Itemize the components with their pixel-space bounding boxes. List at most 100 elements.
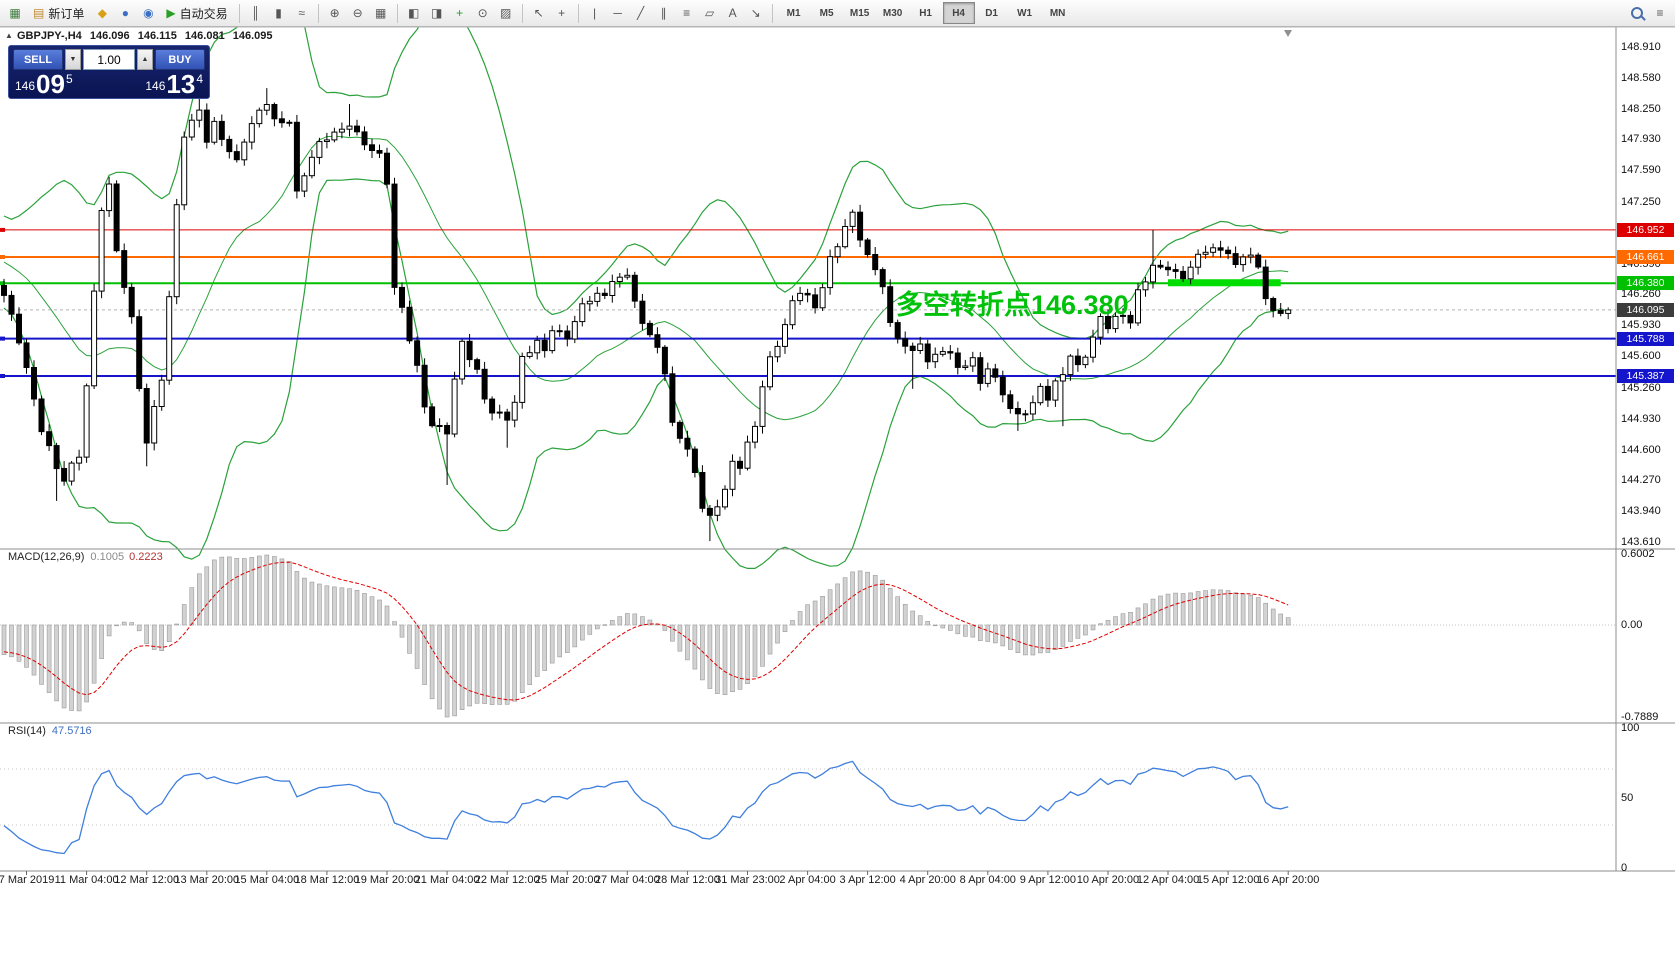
cursor-icon: ↖ [533,6,544,20]
buy-price-big: 13 [166,69,196,99]
tf-w1[interactable]: W1 [1017,7,1033,19]
tile-windows-button[interactable]: ▦ [370,2,392,24]
tf-m5[interactable]: M5 [819,7,834,19]
auto-arrange-button[interactable]: ◧ [403,2,425,24]
shapes-icon: ▱ [704,6,715,20]
autotrading-label: 自动交易 [179,6,228,21]
templates-button[interactable]: ▨ [495,2,517,24]
sell-price-sup: 5 [65,72,73,86]
sell-price: 146 09 5 [15,69,73,99]
chart-annotation-text[interactable]: 多空转折点146.380 [896,290,1129,320]
indicators-icon: + [456,6,464,20]
vertical-line-icon: | [593,6,597,20]
text-icon: A [728,6,737,20]
macd-value-main: 0.1005 [90,551,125,563]
horizontal-line-button[interactable]: ─ [607,2,629,24]
tf-m30[interactable]: M30 [882,7,903,19]
sell-button[interactable]: SELL [13,49,63,70]
toolbar-separator [238,3,240,23]
periods-icon: ⊙ [477,6,488,20]
tf-m15[interactable]: M15 [849,7,870,19]
data-window-button[interactable]: ◉ [137,2,159,24]
metaeditor-button[interactable]: ◆ [91,2,113,24]
one-click-collapse-icon[interactable]: ▲ [5,31,13,40]
fibonacci-button[interactable]: ≡ [676,2,698,24]
auto-arrange-icon: ◧ [407,6,420,20]
volume-input[interactable] [83,49,135,70]
toolbar-separator [317,3,319,23]
bar-chart-icon: ║ [251,6,260,20]
vertical-line-button[interactable]: | [584,2,606,24]
chart-shift-icon: ◨ [430,6,443,20]
zoom-out-icon: ⊖ [352,6,363,20]
tf-mn[interactable]: MN [1049,7,1066,19]
text-button[interactable]: A [722,2,744,24]
trendline-button[interactable]: ╱ [630,2,652,24]
new-order-icon: ▤ [33,6,45,20]
open-value: 146.096 [89,30,130,42]
macd-label: MACD(12,26,9) 0.1005 0.2223 [8,551,163,563]
close-value: 146.095 [232,30,273,42]
bar-chart-button[interactable]: ║ [245,2,267,24]
crosshair-button[interactable]: + [551,2,573,24]
toolbar-separator [577,3,579,23]
candlestick-chart-icon: ▮ [275,6,282,20]
arrows-icon: ↘ [750,6,761,20]
periods-button[interactable]: ⊙ [472,2,494,24]
line-chart-button[interactable]: ≈ [291,2,313,24]
volume-decrease-button[interactable]: ▼ [65,49,81,70]
tf-h4[interactable]: H4 [942,2,975,24]
high-value: 146.115 [137,30,177,42]
trendline-icon: ╱ [636,6,645,20]
buy-button[interactable]: BUY [155,49,205,70]
tf-h1[interactable]: H1 [919,7,932,19]
zoom-in-icon: ⊕ [329,6,340,20]
autotrading-icon: ▶ [166,6,176,20]
crosshair-icon: + [558,6,566,20]
sell-price-big: 09 [36,69,65,99]
line-chart-icon: ≈ [298,6,305,20]
ohlc-header: GBPJPY-,H4 146.096 146.115 146.081 146.0… [17,30,278,42]
indicators-button[interactable]: + [449,2,471,24]
new-chart-icon: ▦ [9,6,21,20]
zoom-out-button[interactable]: ⊖ [347,2,369,24]
chart-shift-button[interactable]: ◨ [426,2,448,24]
metaeditor-icon: ◆ [97,6,107,20]
templates-icon: ▨ [499,6,512,20]
tf-m1[interactable]: M1 [786,7,801,19]
buy-price: 146 13 4 [145,69,203,99]
candlestick-chart-button[interactable]: ▮ [268,2,290,24]
zoom-in-button[interactable]: ⊕ [324,2,346,24]
magnifier-icon [1631,7,1643,19]
new-order-label: 新订单 [48,6,85,21]
one-click-trading-panel: SELL ▼ ▲ BUY 146 09 5 146 13 4 [8,45,210,99]
shapes-button[interactable]: ▱ [699,2,721,24]
buy-price-prefix: 146 [145,79,166,93]
menu-button[interactable]: ≡ [1656,6,1664,20]
macd-title: MACD(12,26,9) [8,551,85,563]
new-chart-button[interactable]: ▦ [4,2,26,24]
volume-increase-button[interactable]: ▲ [137,49,153,70]
new-order-button[interactable]: ▤ 新订单 [27,2,90,24]
autotrading-button[interactable]: ▶ 自动交易 [160,2,233,24]
channel-button[interactable]: ∥ [653,2,675,24]
arrows-button[interactable]: ↘ [745,2,767,24]
rsi-value: 47.5716 [51,725,92,737]
symbol-period-label: GBPJPY-,H4 [17,30,82,42]
mql5-community-button[interactable]: ● [114,2,136,24]
data-window-icon: ◉ [143,6,154,20]
low-value: 146.081 [184,30,225,42]
fibonacci-icon: ≡ [683,6,691,20]
search-button[interactable] [1626,2,1648,24]
channel-icon: ∥ [660,6,667,20]
cursor-button[interactable]: ↖ [528,2,550,24]
horizontal-line-icon: ─ [613,6,622,20]
toolbar-separator [771,3,773,23]
buy-price-sup: 4 [196,72,203,86]
mql5-community-icon: ● [121,6,129,20]
macd-value-signal: 0.2223 [129,551,163,563]
sell-price-prefix: 146 [15,79,36,93]
tf-d1[interactable]: D1 [985,7,998,19]
